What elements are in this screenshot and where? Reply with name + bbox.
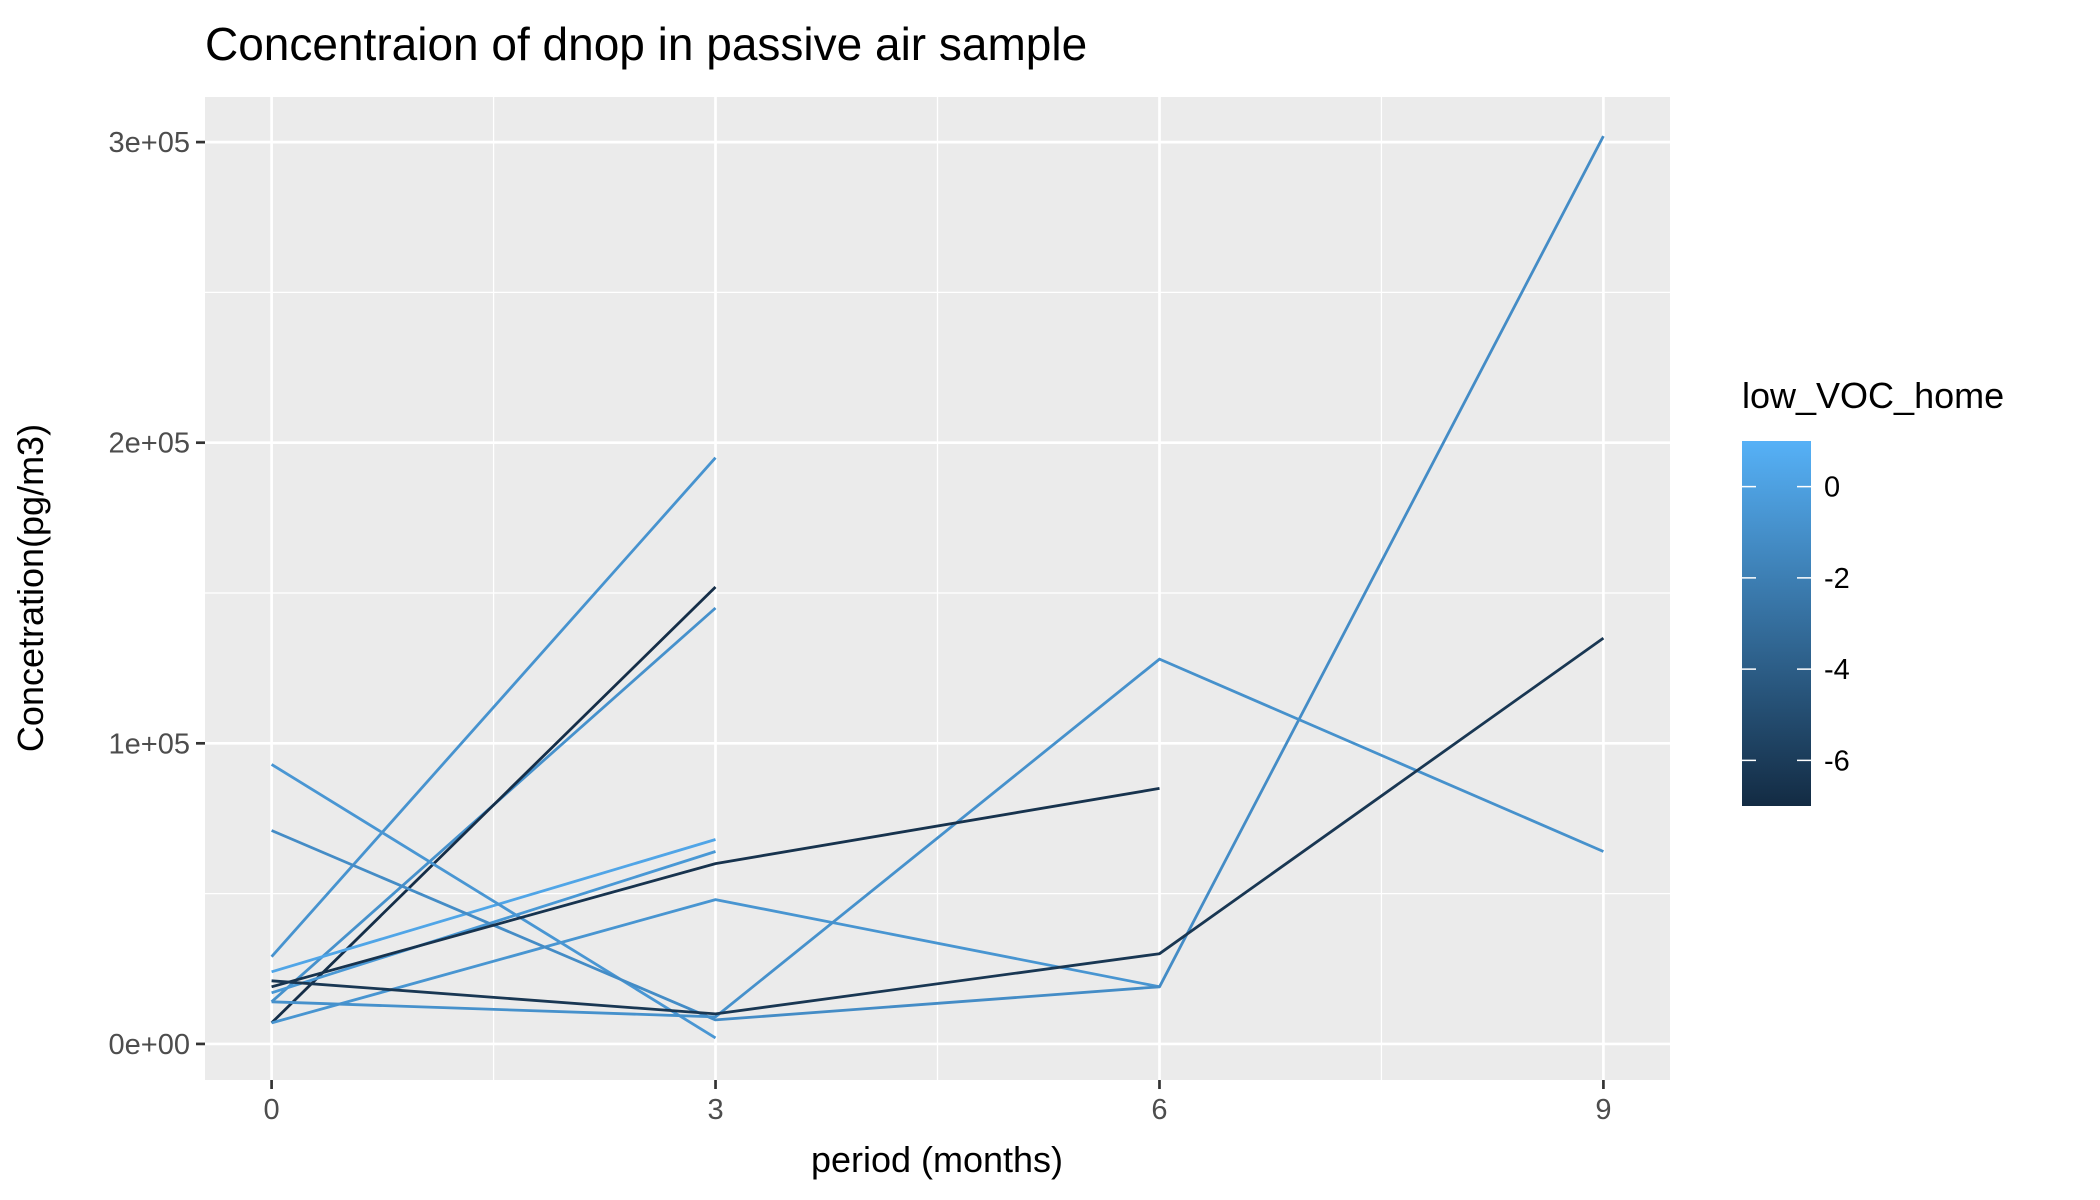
legend-tick-label: -2 [1824,563,1850,595]
grid-layer [205,97,1670,1080]
legend-tick-label: -4 [1824,654,1850,686]
legend-title: low_VOC_home [1742,375,2004,416]
series-line-9 [271,657,1604,1019]
legend-tick-label: -6 [1824,745,1850,777]
series-line-11 [271,636,1605,1016]
y-tick-label: 2e+05 [109,428,190,460]
x-tick-label: 0 [264,1094,280,1126]
x-tick-label: 3 [707,1094,723,1126]
legend-tick-label: 0 [1824,472,1840,504]
x-axis-title: period (months) [811,1139,1063,1180]
y-tick-label: 1e+05 [109,728,190,760]
legend-ticks: 0 -2 -4 -6 [1742,472,1850,777]
x-axis: 0 3 6 9 [264,1080,1611,1126]
x-tick-label: 6 [1151,1094,1167,1126]
series-line-10 [271,787,1160,989]
y-axis: 0e+00 1e+05 2e+05 3e+05 [109,127,205,1061]
series-line-1 [270,456,717,958]
series-line-6 [271,898,1160,1025]
series-line-7 [270,763,717,1040]
chart-title: Concentraion of dnop in passive air samp… [205,18,1087,70]
y-axis-title: Concetration(pg/m3) [10,424,51,752]
y-tick-label: 3e+05 [109,127,190,159]
legend-colorbar [1742,441,1811,806]
series-line-4 [271,838,716,974]
y-tick-label: 0e+00 [109,1029,190,1061]
series-lines [270,135,1605,1040]
series-line-5 [271,850,716,995]
color-legend: low_VOC_home 0 -2 -4 -6 [1742,375,2004,806]
x-tick-label: 9 [1595,1094,1611,1126]
